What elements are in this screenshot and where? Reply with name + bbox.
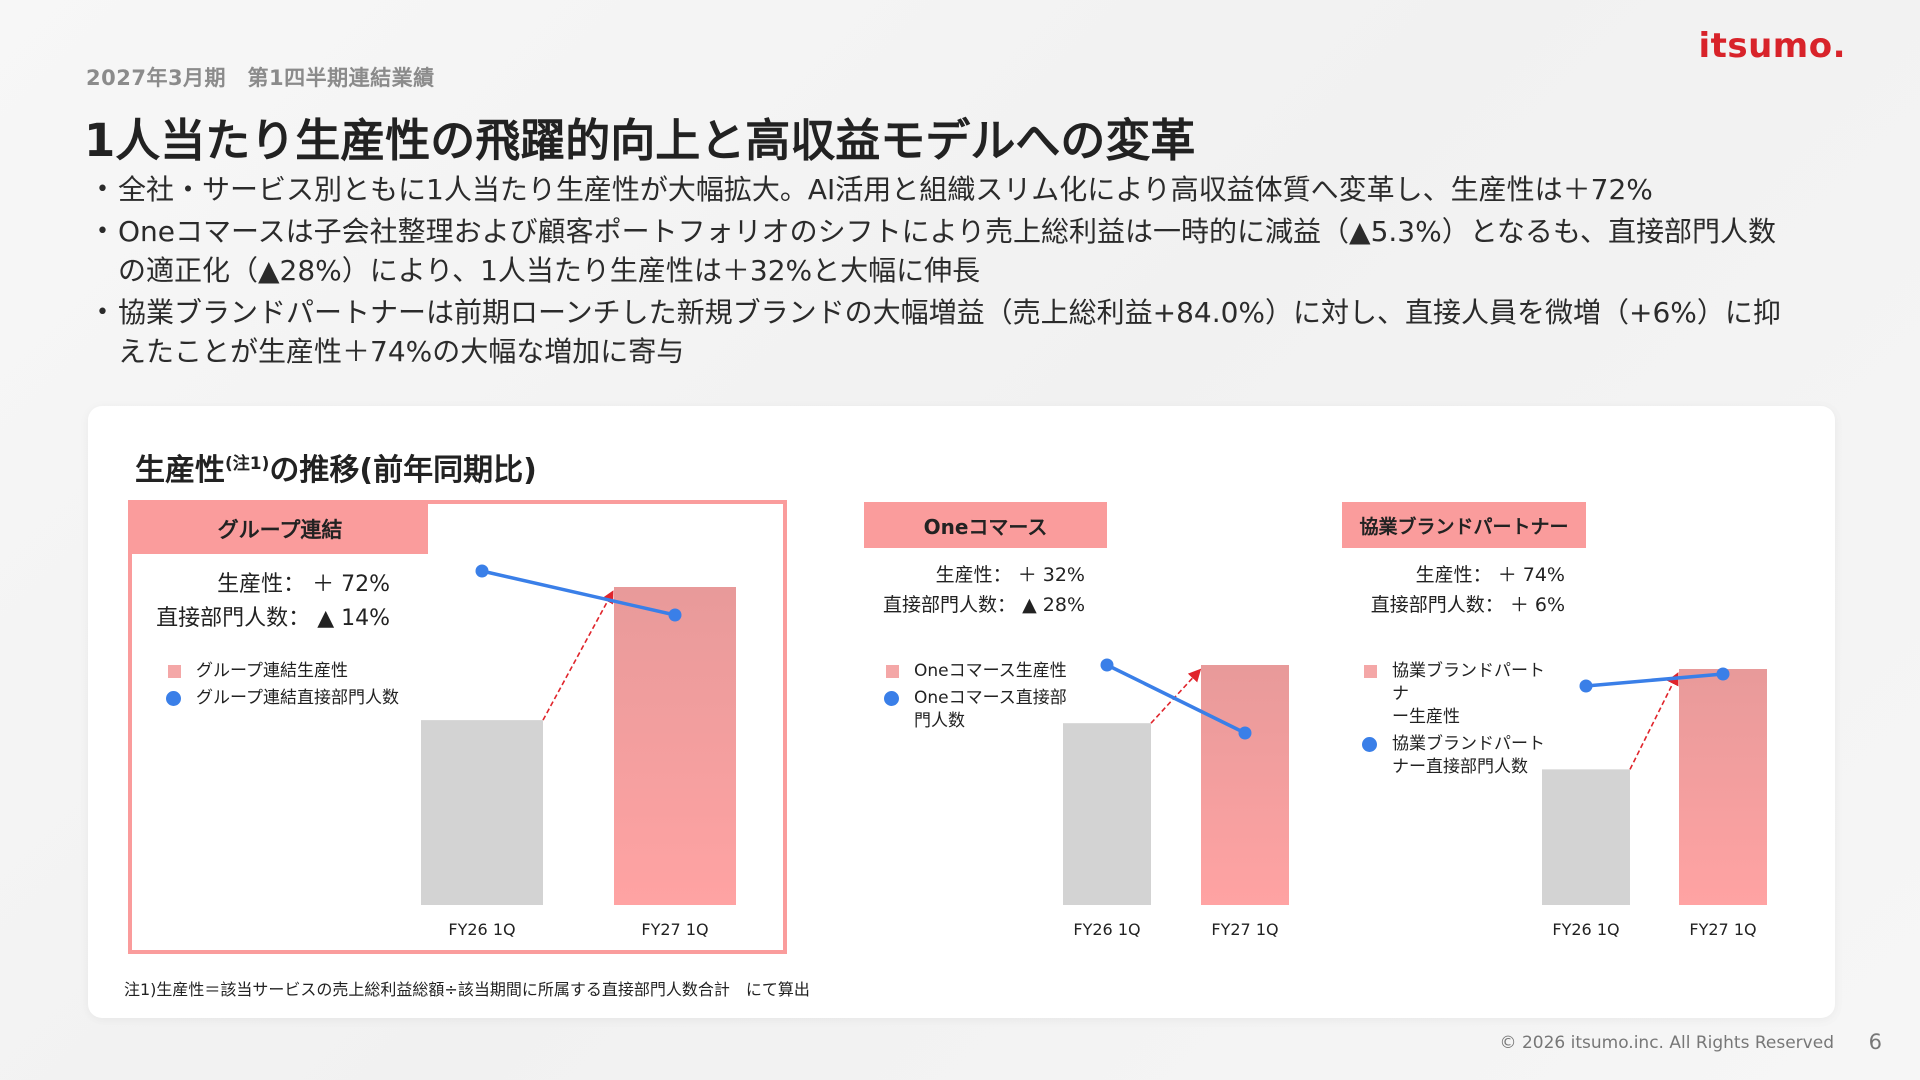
panel-tag-group: グループ連結 [132, 504, 428, 554]
headcount-point [1100, 658, 1114, 672]
bullet-item: 全社・サービス別ともに1人当たり生産性が大幅拡大。AI活用と組織スリム化により高… [96, 170, 1796, 209]
legend-square-icon [1364, 665, 1377, 678]
legend-brandpartner: 協業ブランドパートナ ー生産性 協業ブランドパート ナー直接部門人数 [1360, 660, 1560, 783]
bullet-item: 協業ブランドパートナーは前期ローンチした新規ブランドの大幅増益（売上総利益+84… [96, 293, 1798, 371]
stat-productivity-brandpartner: 生産性： ＋ 74% 直接部門人数： ＋ 6% [1370, 564, 1565, 616]
bar-prev [1063, 723, 1151, 905]
bar-prev [1542, 769, 1630, 905]
copyright: © 2026 itsumo.inc. All Rights Reserved [1499, 1033, 1834, 1053]
legend-dot-icon [884, 691, 899, 706]
headcount-point [475, 564, 489, 578]
summary-bullets: 全社・サービス別ともに1人当たり生産性が大幅拡大。AI活用と組織スリム化により高… [96, 170, 1796, 374]
legend-item-headcount: 協業ブランドパート ナー直接部門人数 [1360, 733, 1560, 779]
legend-item-productivity: グループ連結生産性 [164, 660, 399, 683]
chart-card-title: 生産性(注1)の推移(前年同期比) [135, 453, 537, 488]
legend-square-icon [886, 665, 899, 678]
legend-onecommerce: Oneコマース生産性 Oneコマース直接部 門人数 [882, 660, 1092, 737]
legend-dot-icon [166, 691, 181, 706]
legend-dot-icon [1362, 737, 1377, 752]
x-tick-label: FY26 1Q [448, 920, 515, 939]
headcount-line [1106, 663, 1246, 735]
legend-item-headcount: グループ連結直接部門人数 [164, 687, 399, 710]
bar-curr [1201, 665, 1289, 905]
company-logo: itsumo. [1698, 26, 1846, 66]
legend-item-headcount: Oneコマース直接部 門人数 [882, 687, 1092, 733]
period-subhead: 2027年3月期 第1四半期連結業績 [86, 66, 435, 90]
footnote: 注1)生産性＝該当サービスの売上総利益総額÷該当期間に所属する直接部門人数合計 … [124, 980, 810, 999]
legend-square-icon [168, 665, 181, 678]
x-tick-label: FY27 1Q [1211, 920, 1278, 939]
group-highlight-frame [128, 500, 787, 954]
x-tick-label: FY26 1Q [1073, 920, 1140, 939]
bullet-item: Oneコマースは子会社整理および顧客ポートフォリオのシフトにより売上総利益は一時… [96, 212, 1778, 290]
headcount-line [481, 569, 676, 617]
headcount-point [1579, 679, 1593, 693]
headcount-point [1716, 667, 1730, 681]
x-tick-label: FY26 1Q [1552, 920, 1619, 939]
headcount-line [1585, 672, 1724, 688]
x-tick-label: FY27 1Q [641, 920, 708, 939]
legend-item-productivity: Oneコマース生産性 [882, 660, 1092, 683]
headcount-point [668, 608, 682, 622]
page-title: 1人当たり生産性の飛躍的向上と高収益モデルへの変革 [84, 114, 1196, 167]
stat-productivity-onecommerce: 生産性： ＋ 32% 直接部門人数： ▲ 28% [883, 564, 1085, 616]
stat-productivity-group: 生産性： ＋ 72% 直接部門人数： ▲ 14% [156, 572, 390, 631]
legend-item-productivity: 協業ブランドパートナ ー生産性 [1360, 660, 1560, 729]
footnote-marker: (注1) [225, 454, 270, 474]
panel-tag-onecommerce: Oneコマース [864, 502, 1107, 548]
growth-arrow [1629, 672, 1679, 770]
growth-arrow [542, 590, 614, 721]
panel-tag-brandpartner: 協業ブランドパートナー [1342, 502, 1586, 548]
bar-prev [421, 720, 543, 905]
x-tick-label: FY27 1Q [1689, 920, 1756, 939]
headcount-point [1238, 726, 1252, 740]
legend-group: グループ連結生産性 グループ連結直接部門人数 [164, 660, 399, 714]
bar-curr [614, 587, 736, 905]
page-number: 6 [1868, 1030, 1882, 1054]
bar-curr [1679, 669, 1767, 905]
